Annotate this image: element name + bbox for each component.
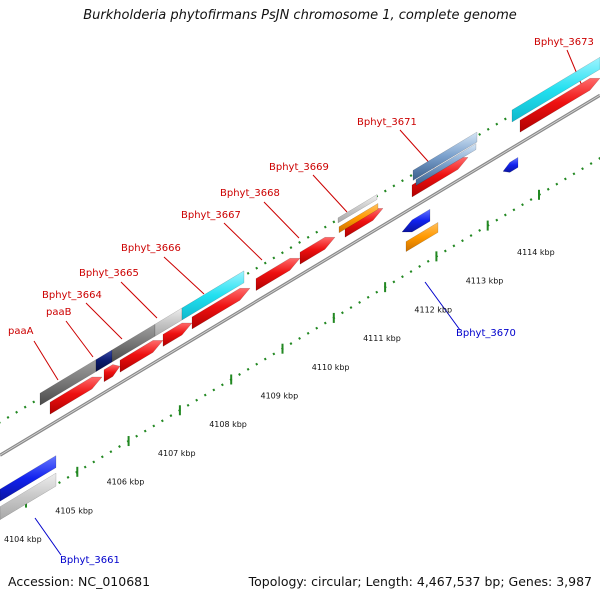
gene-label: Bphyt_3668 [220,188,280,199]
gene-label: Bphyt_3671 [357,117,417,128]
cds-arrow [191,287,251,330]
gene-label: Bphyt_3667 [181,210,241,221]
scale-tick-label: 4112 kbp [414,305,452,314]
gene-label: Bphyt_3665 [79,268,139,279]
cds-arrow [49,376,103,415]
scale-tick-label: 4106 kbp [107,478,145,487]
scale-tick-label: 4111 kbp [363,334,401,343]
gene-label-connector [65,320,94,358]
accession-text: Accession: NC_010681 [8,574,151,589]
map-title: Burkholderia phytofirmans PsJN chromosom… [83,8,517,23]
cds-arrow [103,364,121,383]
reverse-gene-arrow [401,208,431,233]
cds-arrow [162,322,193,347]
gene-label: Bphyt_3664 [42,290,102,301]
scale-tick-label: 4114 kbp [517,248,555,257]
scale-tick-label: 4108 kbp [209,420,247,429]
gene-label-connector [223,222,263,261]
gene-label: Bphyt_3661 [60,555,120,566]
chromosome-backbone-highlight [0,94,600,456]
gene-label: paaB [46,307,72,318]
scale-tick-label: 4113 kbp [466,277,504,286]
gene-label: Bphyt_3666 [121,243,181,254]
scale-tick-label: 4110 kbp [312,363,350,372]
cds-arrow [519,77,600,133]
gene-bar [337,194,378,224]
cds-arrow [299,236,336,265]
scale-tick-label: 4107 kbp [158,449,196,458]
gene-label-connector [85,302,123,340]
genome-summary-text: Topology: circular; Length: 4,467,537 bp… [248,574,592,589]
gene-label: paaA [8,326,34,337]
scale-tick-label: 4109 kbp [261,392,299,401]
gene-bar [415,143,477,187]
gene-bar [181,270,245,321]
gene-label-connector [424,281,461,331]
gene-label-connector [33,340,59,381]
gene-label: Bphyt_3670 [456,328,516,339]
gene-label: Bphyt_3669 [269,162,329,173]
gene-label-connector [34,517,62,556]
gene-label-connector [263,201,300,239]
gene-bar [338,202,379,234]
reverse-gene-arrow [502,156,519,173]
scale-tick-label: 4105 kbp [55,506,93,515]
reverse-gene-bar [0,455,57,502]
gene-label-connector [120,281,158,319]
gene-bar [511,56,600,123]
cds-arrow [119,340,164,373]
cds-arrow [255,257,301,292]
reverse-gene-bar [405,221,439,253]
gene-label-connector [312,174,348,213]
reverse-gene-bar [0,472,57,520]
scale-tick-label: 4104 kbp [4,535,42,544]
gene-label: Bphyt_3673 [534,37,594,48]
gene-bar [412,131,478,181]
gene-label-connector [163,256,205,295]
